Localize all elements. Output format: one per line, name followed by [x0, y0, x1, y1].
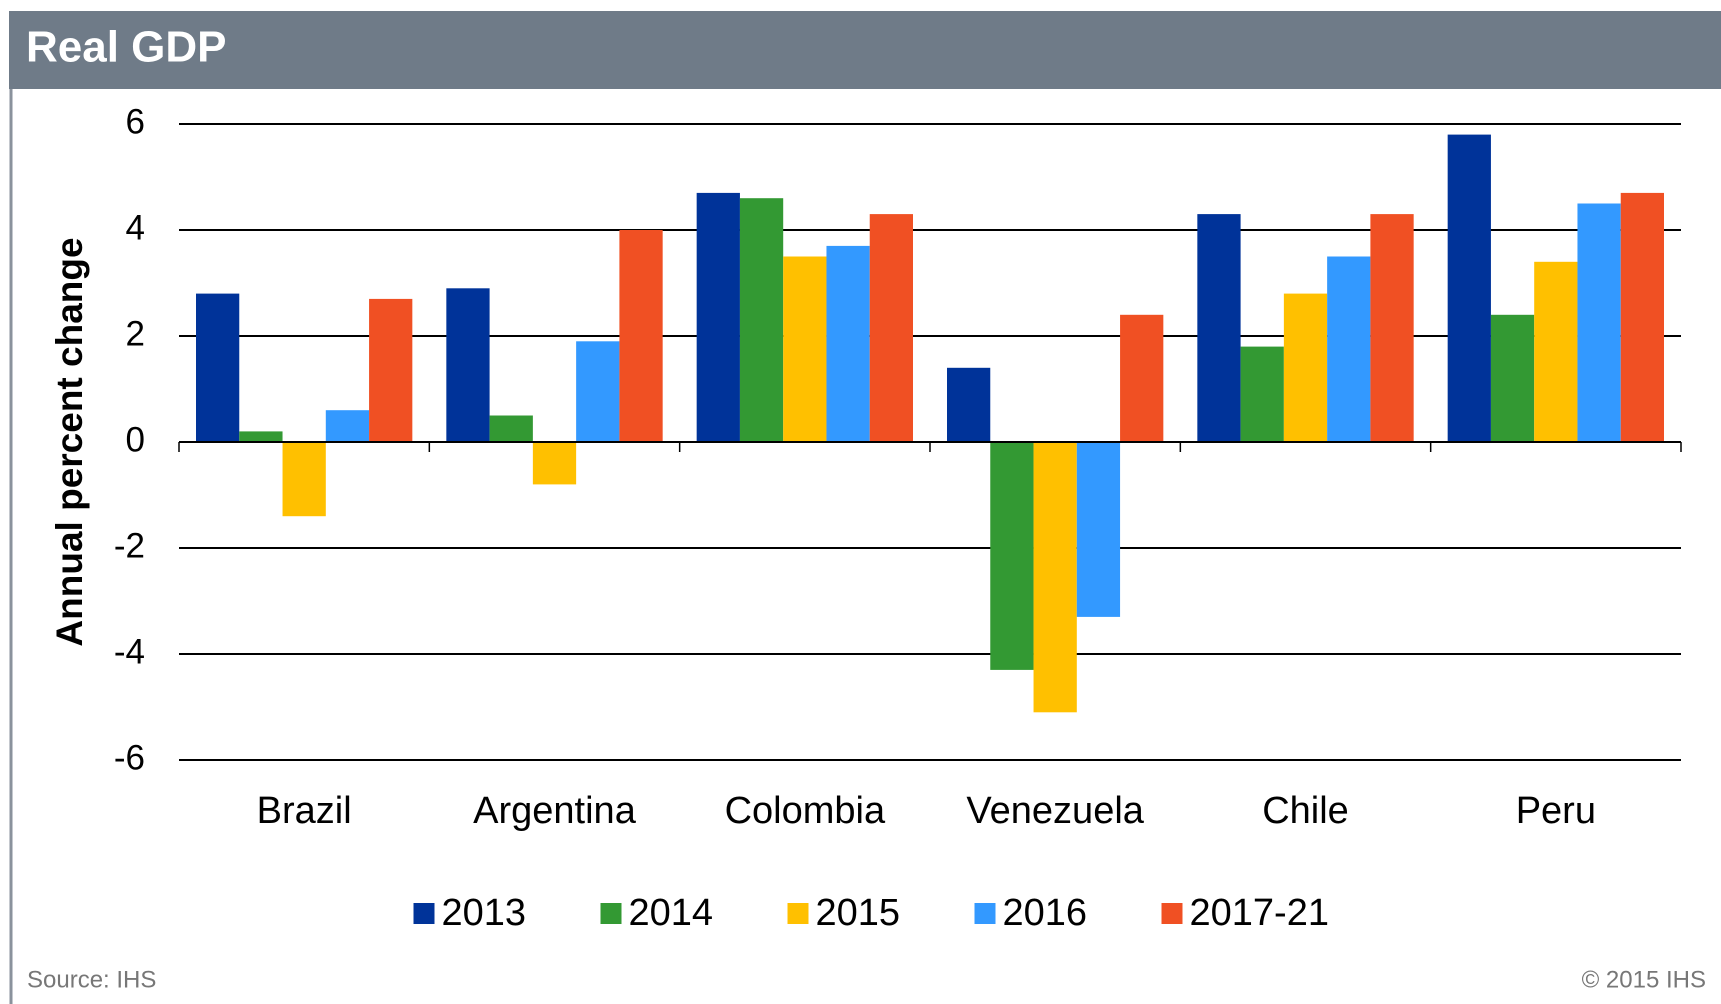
bar [1240, 346, 1284, 442]
legend-swatch [974, 903, 996, 924]
bar [826, 245, 870, 442]
bar [1534, 261, 1578, 442]
y-tick-label: 6 [126, 102, 145, 141]
legend-label: 2014 [629, 892, 714, 934]
y-tick-label: -6 [114, 738, 145, 777]
x-tick-label: Argentina [473, 790, 637, 832]
source: Source: IHS [27, 966, 156, 993]
legend-swatch [413, 903, 435, 924]
bar [1120, 314, 1164, 442]
bar [947, 367, 991, 442]
y-tick-label: -4 [114, 632, 145, 671]
x-tick-label: Venezuela [966, 790, 1144, 832]
bar [1447, 134, 1491, 442]
copyright: © 2015 IHS [1582, 966, 1706, 993]
legend-label: 2013 [442, 892, 527, 934]
bar [1577, 203, 1621, 442]
bar [869, 214, 913, 442]
bar [1283, 293, 1328, 442]
bar [1076, 442, 1121, 617]
bar [576, 341, 620, 442]
x-tick-label: Peru [1516, 790, 1596, 832]
legend-label: 2016 [1003, 892, 1088, 934]
bar [369, 298, 413, 442]
chart-title: Real GDP [26, 23, 227, 72]
legend-swatch [600, 903, 622, 924]
bar [1370, 214, 1414, 442]
x-tick-label: Colombia [725, 790, 886, 832]
y-tick-label: 4 [126, 208, 145, 247]
bar [1620, 192, 1664, 442]
legend-swatch [1161, 903, 1183, 924]
bar [619, 230, 663, 442]
legend-label: 2017-21 [1190, 892, 1329, 934]
bar [282, 442, 326, 517]
legend-label: 2015 [816, 892, 901, 934]
y-axis-label: Annual percent change [49, 237, 90, 646]
bar [446, 288, 490, 442]
y-tick-label: 0 [126, 420, 145, 459]
bar [532, 442, 577, 485]
bar [1197, 214, 1241, 442]
bar [783, 256, 827, 442]
legend-swatch [787, 903, 809, 924]
bar [489, 415, 533, 442]
bar [1327, 256, 1371, 442]
bar [696, 192, 740, 442]
bar [196, 293, 240, 442]
y-tick-label: -2 [114, 526, 145, 565]
x-tick-label: Chile [1262, 790, 1349, 832]
bar [239, 431, 283, 442]
bar [990, 442, 1034, 670]
y-tick-label: 2 [126, 314, 145, 353]
title-bar [9, 11, 1721, 89]
bar [739, 198, 784, 442]
bar [1490, 314, 1535, 442]
bar [325, 410, 370, 442]
bar [1033, 442, 1077, 713]
x-tick-label: Brazil [257, 790, 352, 832]
